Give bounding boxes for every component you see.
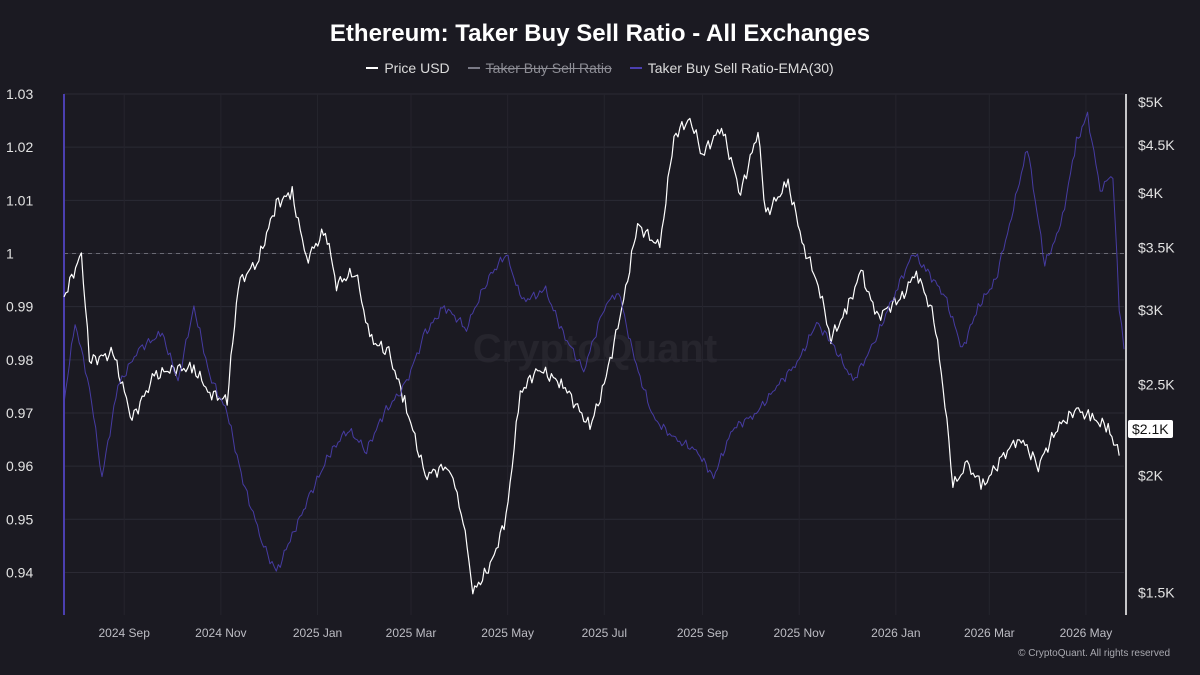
legend-swatch-ema	[629, 67, 642, 69]
left-tick-label: 0.98	[6, 352, 33, 368]
x-tick-label: 2025 Jul	[582, 626, 627, 640]
left-tick-label: 1	[6, 245, 14, 261]
chart-title: Ethereum: Taker Buy Sell Ratio - All Exc…	[329, 20, 871, 47]
right-tick-label: $1.5K	[1138, 585, 1175, 601]
right-tick-label: $5K	[1138, 94, 1164, 110]
right-tick-label: $3K	[1138, 302, 1164, 318]
current-price-badge: $2.1K	[1128, 420, 1173, 438]
x-tick-label: 2026 Jan	[871, 626, 920, 640]
left-tick-label: 1.03	[6, 86, 33, 102]
left-tick-label: 0.96	[6, 458, 33, 474]
legend-label-ema: Taker Buy Sell Ratio-EMA(30)	[647, 60, 834, 76]
right-tick-label: $4K	[1138, 185, 1164, 201]
right-tick-label: $2K	[1138, 467, 1164, 483]
x-tick-label: 2024 Sep	[99, 626, 151, 640]
x-tick-label: 2024 Nov	[195, 626, 246, 640]
legend-label-taker-ratio: Taker Buy Sell Ratio	[485, 60, 612, 76]
x-tick-label: 2026 Mar	[964, 626, 1015, 640]
left-tick-label: 0.94	[6, 564, 33, 580]
price-usd-line	[63, 117, 1120, 595]
x-tick-label: 2025 May	[481, 626, 534, 640]
copyright-text: © CryptoQuant. All rights reserved	[1018, 648, 1170, 659]
watermark-text: CryptoQuant	[473, 327, 717, 371]
right-tick-label: $3.5K	[1138, 239, 1175, 255]
right-tick-label: $4.5K	[1138, 137, 1175, 153]
left-tick-label: 0.97	[6, 405, 33, 421]
x-tick-label: 2025 Mar	[386, 626, 437, 640]
legend-label-price: Price USD	[384, 60, 450, 76]
left-tick-label: 0.95	[6, 511, 33, 527]
left-tick-label: 1.02	[6, 139, 33, 155]
legend-item-taker-ratio[interactable]: Taker Buy Sell Ratio	[467, 60, 612, 76]
legend-item-ema[interactable]: Taker Buy Sell Ratio-EMA(30)	[629, 60, 834, 76]
x-tick-label: 2025 Jan	[293, 626, 342, 640]
legend-swatch-taker-ratio	[467, 67, 480, 69]
x-tick-label: 2025 Sep	[677, 626, 729, 640]
x-tick-label: 2026 May	[1060, 626, 1113, 640]
left-tick-label: 0.99	[6, 299, 33, 315]
legend: Price USD Taker Buy Sell Ratio Taker Buy…	[0, 60, 1200, 76]
x-tick-label: 2025 Nov	[773, 626, 824, 640]
legend-item-price[interactable]: Price USD	[366, 60, 450, 76]
left-tick-label: 1.01	[6, 192, 33, 208]
right-tick-label: $2.5K	[1138, 377, 1175, 393]
taker-ema-line	[63, 111, 1125, 572]
legend-swatch-price	[366, 67, 379, 69]
